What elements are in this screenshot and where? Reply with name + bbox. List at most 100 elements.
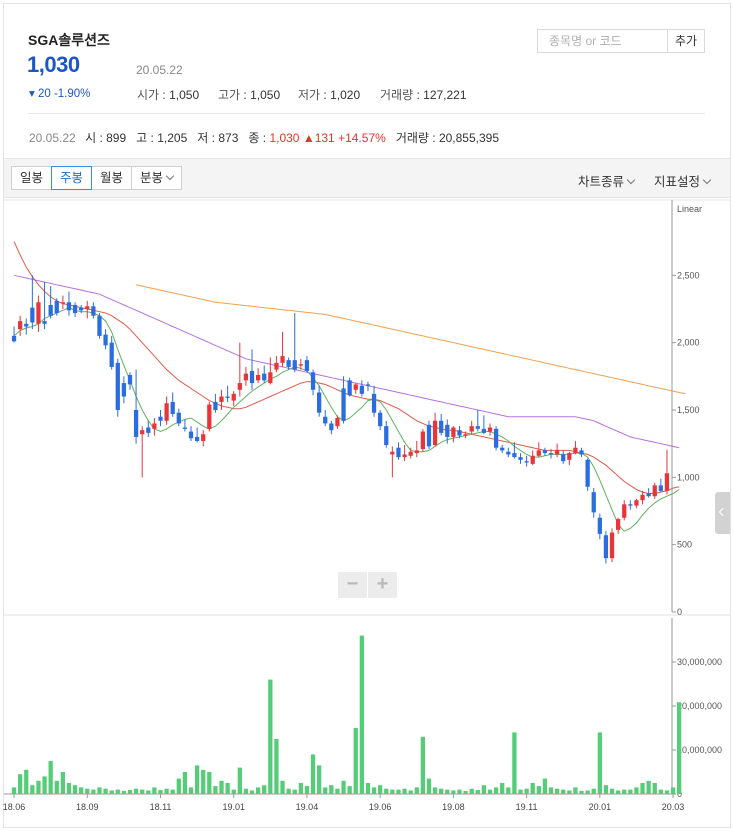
candle-body bbox=[384, 426, 389, 446]
time-tick-label: 19.01 bbox=[222, 802, 245, 812]
candle-body bbox=[97, 315, 102, 336]
volume-bar bbox=[231, 789, 236, 794]
candle-body bbox=[487, 427, 493, 432]
volume-bar bbox=[323, 787, 328, 794]
divider bbox=[28, 113, 705, 114]
collapse-panel-handle[interactable] bbox=[715, 492, 730, 534]
volume-bar bbox=[353, 728, 358, 794]
volume-bar bbox=[365, 783, 371, 794]
volume-bar bbox=[524, 788, 529, 794]
time-tick-label: 19.06 bbox=[369, 802, 392, 812]
candle-body bbox=[48, 304, 53, 316]
volume-bar bbox=[463, 790, 468, 794]
candle-body bbox=[182, 427, 188, 429]
candle-body bbox=[542, 450, 548, 454]
chevron-left-icon bbox=[718, 507, 728, 517]
candle-body bbox=[280, 356, 285, 363]
price-tick-label: 2,500 bbox=[677, 270, 700, 280]
candle-body bbox=[109, 342, 114, 367]
ma60-line bbox=[13, 274, 680, 449]
candle-body bbox=[103, 334, 108, 346]
volume-bar bbox=[48, 761, 53, 794]
candle-body bbox=[176, 412, 181, 424]
volume-bar bbox=[298, 783, 303, 794]
chart-type-dropdown[interactable]: 차트종류 bbox=[578, 171, 636, 190]
candle-body bbox=[201, 434, 206, 441]
candle-body bbox=[500, 447, 505, 451]
volume-tick-label: 20,000,000 bbox=[677, 701, 722, 711]
candle-body bbox=[243, 373, 249, 381]
candle-body bbox=[207, 404, 212, 429]
tab-daily[interactable]: 일봉 bbox=[11, 166, 53, 190]
candle-body bbox=[481, 428, 487, 433]
volume-bar bbox=[670, 787, 676, 794]
candle-body bbox=[317, 392, 322, 413]
volume-bar bbox=[158, 790, 163, 794]
candle-body bbox=[658, 485, 663, 491]
candle-body bbox=[591, 492, 596, 513]
ma5-line bbox=[13, 307, 680, 532]
price-tick-label: 2,000 bbox=[677, 338, 700, 348]
candle-body bbox=[79, 307, 84, 311]
indicator-settings-dropdown[interactable]: 지표설정 bbox=[654, 171, 712, 190]
candle-body bbox=[158, 416, 163, 421]
candle-body bbox=[634, 500, 639, 506]
volume-bar bbox=[60, 772, 66, 794]
volume-bar bbox=[237, 767, 242, 794]
volume-bar bbox=[530, 783, 535, 794]
candle-body bbox=[463, 434, 468, 436]
candle-body bbox=[469, 426, 474, 432]
candle-body bbox=[115, 362, 120, 410]
candle-body bbox=[365, 384, 371, 386]
candle-body bbox=[408, 451, 413, 456]
price-tick-label: 500 bbox=[677, 540, 692, 550]
time-tick-label: 20.03 bbox=[662, 802, 685, 812]
volume-bar bbox=[615, 790, 621, 794]
candle-body bbox=[420, 431, 426, 450]
time-tick-label: 19.04 bbox=[296, 802, 319, 812]
candle-body bbox=[390, 451, 395, 455]
candle-body bbox=[652, 485, 657, 497]
candle-body bbox=[60, 302, 66, 304]
candle-body bbox=[292, 360, 297, 370]
volume-bar bbox=[652, 783, 657, 794]
candle-body bbox=[85, 306, 90, 309]
time-tick-label: 18.06 bbox=[3, 802, 26, 812]
candle-body bbox=[152, 423, 157, 429]
volume-bar bbox=[146, 790, 151, 794]
candle-body bbox=[402, 454, 407, 458]
candle-body bbox=[164, 403, 169, 421]
candle-body bbox=[213, 401, 218, 410]
volume-bar bbox=[280, 780, 285, 794]
time-tick-label: 20.01 bbox=[589, 802, 612, 812]
candle-body bbox=[445, 424, 450, 437]
minus-icon[interactable]: − bbox=[338, 572, 367, 598]
candle-body bbox=[579, 450, 584, 455]
add-button[interactable]: 추가 bbox=[667, 29, 705, 53]
volume-bar bbox=[561, 789, 566, 794]
candle-body bbox=[573, 447, 578, 454]
volume-bar bbox=[140, 789, 145, 794]
volume-bar bbox=[188, 787, 194, 794]
plus-icon[interactable]: + bbox=[368, 572, 397, 598]
price-tick-label: 0 bbox=[677, 607, 682, 617]
volume-bar bbox=[11, 787, 17, 794]
stock-search-input[interactable] bbox=[537, 29, 668, 53]
volume-bar bbox=[426, 778, 432, 794]
candle-body bbox=[609, 532, 615, 559]
ma120-line bbox=[135, 284, 686, 395]
volume-bar bbox=[164, 788, 169, 794]
tab-monthly[interactable]: 월봉 bbox=[91, 166, 133, 190]
volume-bar bbox=[170, 789, 175, 794]
chart-type-label: 차트종류 bbox=[578, 175, 625, 189]
volume-bar bbox=[97, 787, 102, 794]
candle-body bbox=[329, 423, 334, 431]
volume-tick-label: 10,000,000 bbox=[677, 745, 722, 755]
candle-body bbox=[24, 323, 29, 327]
volume-bar bbox=[408, 790, 413, 794]
volume-bar bbox=[573, 787, 578, 794]
volume-bar bbox=[585, 790, 590, 794]
tab-weekly[interactable]: 주봉 bbox=[51, 166, 93, 190]
tab-minute[interactable]: 분봉 bbox=[131, 166, 183, 190]
